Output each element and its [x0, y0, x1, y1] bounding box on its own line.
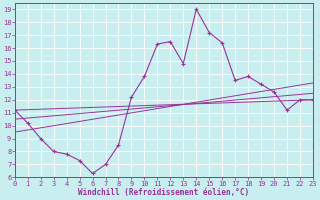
X-axis label: Windchill (Refroidissement éolien,°C): Windchill (Refroidissement éolien,°C) [78, 188, 249, 197]
